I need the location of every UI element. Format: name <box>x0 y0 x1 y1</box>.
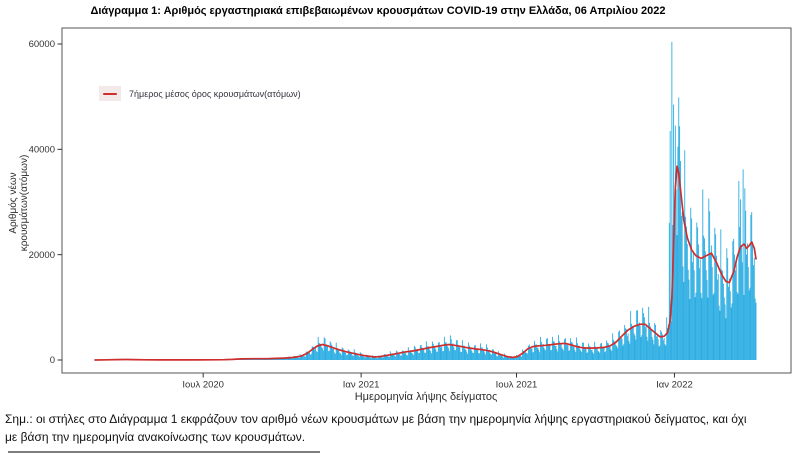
x-tick-label: Ιουλ 2021 <box>496 380 538 391</box>
legend: 7ήμερος μέσος όρος κρουσμάτων(ατόμων) <box>99 86 301 101</box>
bars-layer <box>107 41 757 361</box>
panel-border <box>61 27 792 374</box>
y-tick-label: 0 <box>50 355 55 366</box>
y-tick-label: 20000 <box>29 250 55 261</box>
x-tick-label: Ιαν 2022 <box>656 380 693 391</box>
legend-line-icon <box>103 92 117 95</box>
avg-line-path <box>94 165 757 361</box>
legend-key <box>99 86 121 101</box>
x-axis-title: Ημερομηνία λήψης δείγματος <box>354 391 498 403</box>
chart-plot-area: 0 20000 40000 60000 Ιουλ 2020 Ιαν 2021 Ιουλ 20… <box>29 27 792 391</box>
legend-label: 7ήμερος μέσος όρος κρουσμάτων(ατόμων) <box>129 88 301 99</box>
footnote-line1: Σημ.: οι στήλες στο Διάγραμμα 1 εκφράζου… <box>5 412 747 426</box>
covid-cases-chart: 0 20000 40000 60000 Ιουλ 2020 Ιαν 2021 Ιουλ 20… <box>8 27 792 403</box>
footnote-line2: με βάση την ημερομηνία ανακοίνωσης των κ… <box>5 430 306 444</box>
x-tick-label: Ιουλ 2020 <box>182 380 224 391</box>
footnote-rule <box>8 451 320 453</box>
chart-title: Διάγραμμα 1: Αριθμός εργαστηριακά επιβεβ… <box>90 5 666 17</box>
x-tick-label: Ιαν 2021 <box>343 380 380 391</box>
y-tick-label: 40000 <box>29 145 55 156</box>
footnote: Σημ.: οι στήλες στο Διάγραμμα 1 εκφράζου… <box>5 410 790 446</box>
y-tick-label: 60000 <box>29 39 55 50</box>
y-axis-title: Αριθμός νέων κρουσμάτων(ατόμων) <box>8 154 30 252</box>
